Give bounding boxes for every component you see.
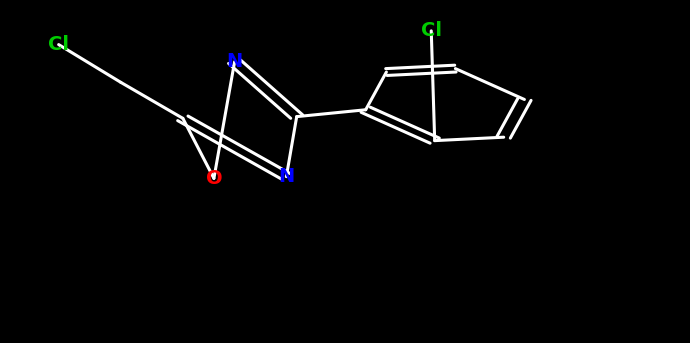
- Text: Cl: Cl: [48, 35, 69, 54]
- Text: O: O: [206, 169, 222, 188]
- Text: N: N: [226, 52, 243, 71]
- Text: N: N: [278, 167, 295, 186]
- Text: Cl: Cl: [421, 21, 442, 40]
